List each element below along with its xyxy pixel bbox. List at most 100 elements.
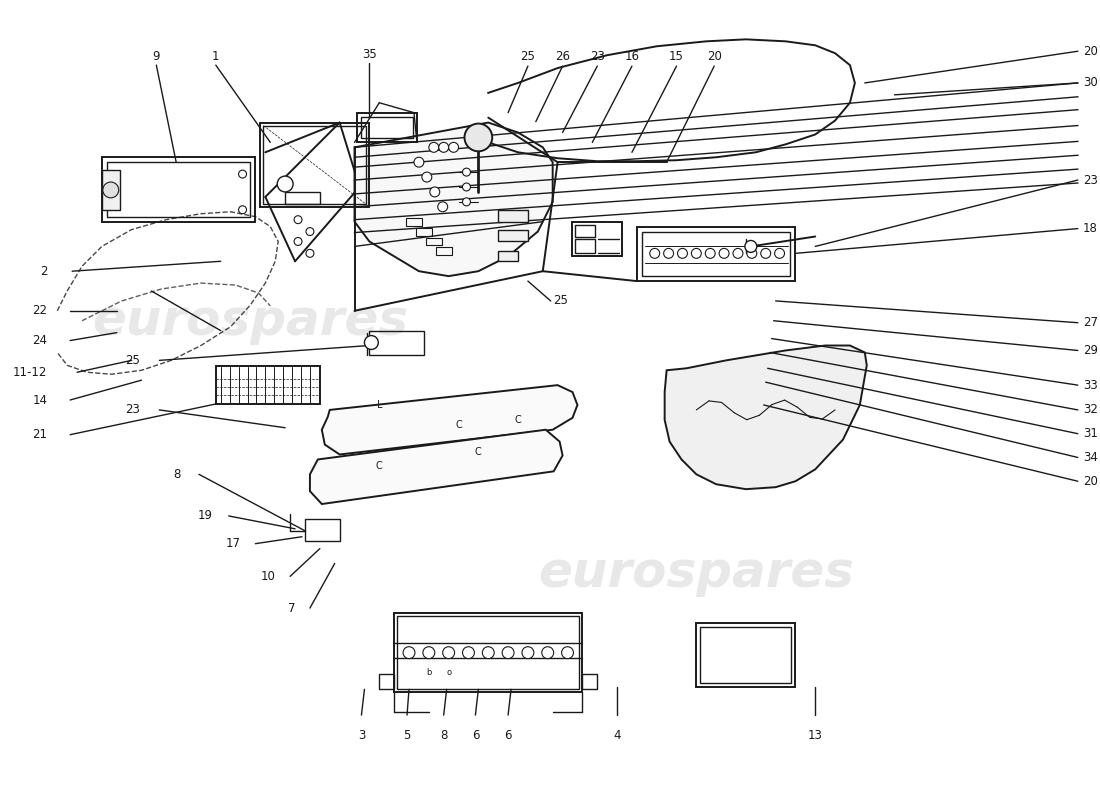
Text: 10: 10 (261, 570, 275, 583)
Text: 11-12: 11-12 (13, 366, 47, 378)
Bar (575, 225, 595, 237)
Text: 9: 9 (153, 50, 161, 63)
Text: eurospares: eurospares (538, 550, 854, 598)
Text: 14: 14 (32, 394, 47, 406)
Circle shape (294, 238, 302, 246)
Bar (379, 674, 394, 690)
Bar (102, 158, 255, 222)
Circle shape (650, 249, 660, 258)
Bar (498, 210, 528, 222)
Circle shape (761, 249, 771, 258)
Text: 25: 25 (520, 50, 536, 63)
Text: 27: 27 (1082, 316, 1098, 330)
Text: 20: 20 (1082, 45, 1098, 58)
Circle shape (306, 227, 313, 235)
Text: 30: 30 (1082, 77, 1098, 90)
Circle shape (430, 187, 440, 197)
Circle shape (745, 241, 757, 252)
Circle shape (502, 646, 514, 658)
Text: 20: 20 (706, 50, 722, 63)
Text: 23: 23 (124, 403, 140, 417)
Circle shape (364, 335, 378, 350)
Bar (263, 126, 366, 204)
Bar (572, 222, 621, 256)
Text: 21: 21 (32, 428, 47, 441)
Circle shape (705, 249, 715, 258)
Circle shape (422, 172, 432, 182)
Circle shape (102, 182, 119, 198)
Circle shape (438, 202, 448, 212)
Bar (107, 162, 251, 217)
Text: 20: 20 (1082, 474, 1098, 488)
Bar (285, 192, 320, 204)
Circle shape (277, 176, 293, 192)
Bar (498, 230, 528, 242)
Bar (358, 113, 417, 142)
Circle shape (464, 123, 492, 151)
Circle shape (462, 646, 474, 658)
Text: o: o (447, 668, 451, 677)
Bar (370, 330, 424, 355)
Circle shape (733, 249, 742, 258)
Text: 24: 24 (32, 334, 47, 347)
Text: 6: 6 (472, 729, 480, 742)
Text: 26: 26 (556, 50, 570, 63)
Text: 8: 8 (174, 468, 182, 481)
Circle shape (522, 646, 534, 658)
Bar (394, 613, 582, 692)
Text: 2: 2 (40, 265, 47, 278)
Text: 18: 18 (1082, 222, 1098, 235)
Circle shape (462, 198, 471, 206)
Text: eurospares: eurospares (92, 297, 408, 345)
Text: 19: 19 (198, 510, 212, 522)
Bar (696, 623, 795, 687)
Polygon shape (310, 430, 562, 504)
Circle shape (678, 249, 688, 258)
Text: 34: 34 (1082, 451, 1098, 464)
Polygon shape (664, 346, 867, 489)
Circle shape (403, 646, 415, 658)
Circle shape (429, 142, 439, 152)
Text: 25: 25 (552, 294, 568, 307)
Text: 22: 22 (32, 304, 47, 318)
Circle shape (414, 158, 424, 167)
Circle shape (442, 646, 454, 658)
Text: 25: 25 (124, 354, 140, 367)
Bar (498, 251, 518, 262)
Circle shape (562, 646, 573, 658)
Text: 32: 32 (1082, 403, 1098, 417)
Bar (701, 627, 792, 683)
Text: 17: 17 (226, 537, 241, 550)
Text: L: L (376, 400, 382, 410)
Bar (642, 231, 791, 276)
Bar (406, 218, 422, 226)
Text: 6: 6 (504, 729, 512, 742)
Circle shape (482, 646, 494, 658)
Bar (362, 117, 412, 138)
Text: 7: 7 (287, 602, 295, 614)
Text: C: C (376, 462, 383, 471)
Circle shape (306, 250, 313, 258)
Circle shape (462, 168, 471, 176)
Circle shape (692, 249, 702, 258)
Bar (261, 122, 370, 206)
Circle shape (542, 646, 553, 658)
Polygon shape (354, 122, 552, 276)
Bar (426, 238, 442, 246)
Text: 5: 5 (404, 729, 410, 742)
Text: 15: 15 (669, 50, 684, 63)
Circle shape (462, 183, 471, 191)
Bar (436, 247, 452, 255)
Circle shape (449, 142, 459, 152)
Circle shape (439, 142, 449, 152)
Text: 31: 31 (1082, 427, 1098, 440)
Bar (582, 674, 597, 690)
Circle shape (719, 249, 729, 258)
Circle shape (774, 249, 784, 258)
Text: 33: 33 (1082, 378, 1098, 392)
Text: 4: 4 (614, 729, 620, 742)
Circle shape (663, 249, 673, 258)
Circle shape (422, 646, 435, 658)
Text: 16: 16 (625, 50, 639, 63)
Circle shape (294, 216, 302, 224)
